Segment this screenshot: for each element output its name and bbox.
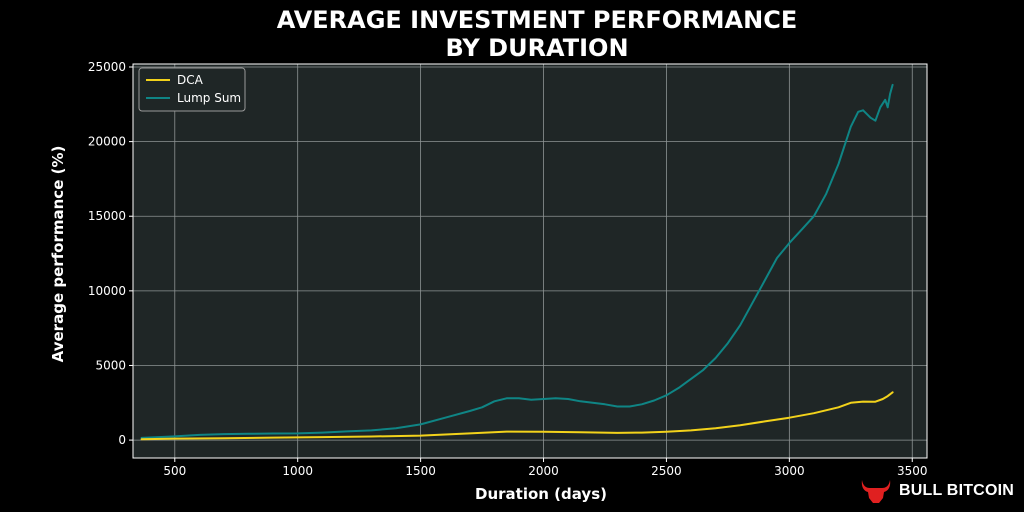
brand-logo: BULL BITCOIN [859, 478, 1014, 504]
series-line-lump-sum [140, 83, 894, 439]
chart-title-line-2: BY DURATION [445, 34, 628, 62]
y-tick-label: 5000 [95, 358, 126, 372]
legend-box [138, 67, 246, 112]
x-tick-label: 1000 [282, 464, 313, 478]
legend-label-lump-sum: Lump Sum [177, 91, 241, 105]
y-tick-label: 25000 [88, 60, 126, 74]
x-tick-label: 2000 [528, 464, 559, 478]
chart-title-line-1: AVERAGE INVESTMENT PERFORMANCE [277, 6, 797, 34]
x-tick-label: 3500 [897, 464, 928, 478]
bull-head-icon [861, 480, 891, 503]
y-tick-label: 20000 [88, 135, 126, 149]
brand-name: BULL BITCOIN [899, 482, 1014, 499]
x-tick-label: 500 [163, 464, 186, 478]
series-line-dca [140, 391, 894, 441]
plot-frame [132, 63, 928, 459]
legend: DCA Lump Sum [138, 67, 246, 112]
grid [133, 64, 927, 458]
y-axis-label: Average performance (%) [49, 146, 67, 363]
series-group [140, 83, 894, 441]
x-tick-label: 3000 [774, 464, 805, 478]
plot-area [133, 64, 927, 458]
x-tick-label: 1500 [405, 464, 436, 478]
y-tick-label: 10000 [88, 284, 126, 298]
y-tick-label: 15000 [88, 209, 126, 223]
x-tick-label: 2500 [651, 464, 682, 478]
x-axis-label: Duration (days) [475, 485, 607, 503]
y-tick-label: 0 [118, 433, 126, 447]
axis-ticks: 500 1000 1500 2000 2500 3000 3500 0 5000 10000 150… [88, 60, 928, 478]
legend-label-dca: DCA [177, 73, 204, 87]
